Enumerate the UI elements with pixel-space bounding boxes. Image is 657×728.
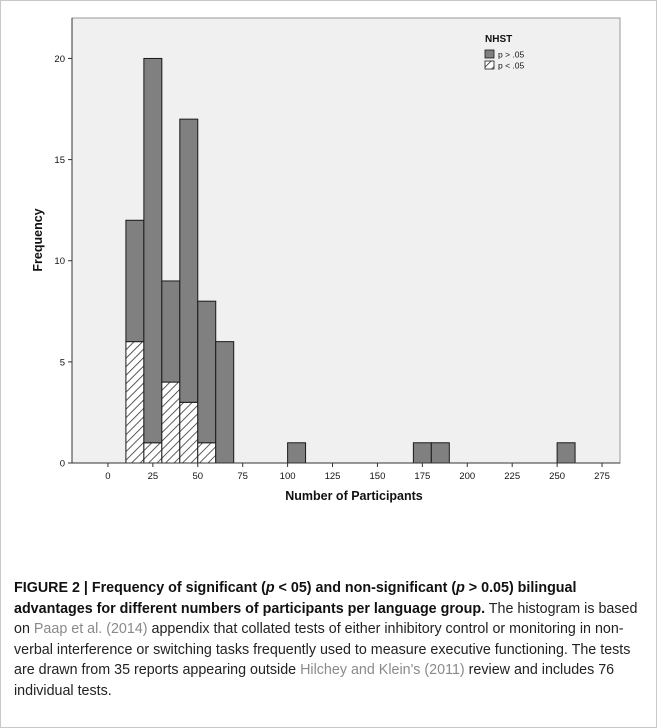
citation-link[interactable]: Hilchey and Klein's (2011) <box>300 662 465 679</box>
x-tick-label: 175 <box>414 471 430 482</box>
figure-caption: FIGURE 2 | Frequency of significant (p <… <box>14 578 644 702</box>
legend-title: NHST <box>485 34 512 45</box>
y-tick-label: 0 <box>60 459 65 470</box>
legend-label-p-gt: p > .05 <box>498 50 525 60</box>
bar-p-lt <box>197 442 217 464</box>
x-tick-label: 225 <box>504 471 520 482</box>
x-tick-label: 25 <box>148 471 159 482</box>
x-tick-label: 75 <box>237 471 248 482</box>
bar-p-gt <box>215 341 235 464</box>
x-tick-label: 125 <box>325 471 341 482</box>
x-tick-label: 100 <box>280 471 296 482</box>
caption-body: The histogram is based on Paap et al. (2… <box>14 600 638 699</box>
bar-p-gt <box>179 118 199 403</box>
x-tick-label: 150 <box>370 471 386 482</box>
caption-title: FIGURE 2 | Frequency of significant (p <… <box>14 580 577 617</box>
bar-p-gt <box>556 442 576 464</box>
legend-swatch-p-gt <box>484 49 495 59</box>
y-tick-label: 15 <box>54 155 65 166</box>
bar-p-gt <box>125 219 145 343</box>
legend-label-p-lt: p < .05 <box>498 61 525 71</box>
x-tick-label: 250 <box>549 471 565 482</box>
bar-p-lt <box>143 442 163 464</box>
y-axis-label: Frequency <box>31 208 45 271</box>
bar-p-gt <box>412 442 432 464</box>
y-tick-label: 10 <box>54 256 65 267</box>
x-tick-label: 50 <box>192 471 203 482</box>
bar-p-lt <box>125 341 145 464</box>
histogram-chart: 0 25 50 75 100 125 150 175 200 225 250 27505101520 … <box>31 17 621 503</box>
x-tick-label: 0 <box>105 471 110 482</box>
bar-p-gt <box>197 300 217 444</box>
bar-p-lt <box>179 401 199 464</box>
legend-swatch-p-lt <box>484 60 495 70</box>
y-tick-label: 20 <box>54 54 65 65</box>
bar-p-lt <box>161 381 181 464</box>
x-tick-label: 275 <box>594 471 610 482</box>
y-tick-label: 5 <box>60 357 65 368</box>
citation-link[interactable]: Paap et al. (2014) <box>33 621 148 638</box>
bar-p-gt <box>430 442 450 464</box>
bar-p-gt <box>143 57 163 444</box>
x-axis-label: Number of Participants <box>285 489 423 503</box>
bar-p-gt <box>287 442 307 464</box>
bar-p-gt <box>161 280 181 383</box>
x-tick-label: 200 <box>459 471 475 482</box>
